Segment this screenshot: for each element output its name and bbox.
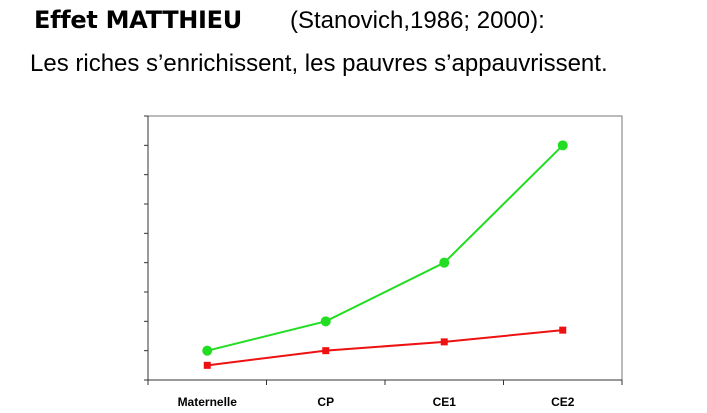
x-tick-label-cp: CP [317,395,334,409]
chart-x-tick-labels: Maternelle CP CE1 CE2 [178,395,575,409]
series-1-point-ce1 [440,338,448,346]
x-tick-label-maternelle: Maternelle [178,395,238,409]
chart-axes [144,115,623,385]
x-tick-label-ce1: CE1 [433,395,457,409]
slide-title-line: Effet MATTHIEU (Stanovich,1986; 2000): [34,6,545,40]
x-tick-label-ce2: CE2 [551,395,575,409]
series-0-point-ce1 [439,257,450,268]
series-1-point-cp [322,347,330,355]
series-0-line [207,144,564,352]
series-1-point-ce2 [559,326,567,334]
series-0-point-cp [320,316,331,327]
slide-citation: (Stanovich,1986; 2000): [289,7,545,34]
slide-title: Effet MATTHIEU [34,6,242,34]
plot-area-border [147,115,623,381]
series-0-point-maternelle [202,345,213,356]
slide-subtitle: Les riches s’enrichissent, les pauvres s… [30,50,608,77]
chart-series [202,140,568,369]
series-1-point-maternelle [203,361,211,369]
series-0-point-ce2 [557,140,568,151]
series-1-line [207,329,563,367]
